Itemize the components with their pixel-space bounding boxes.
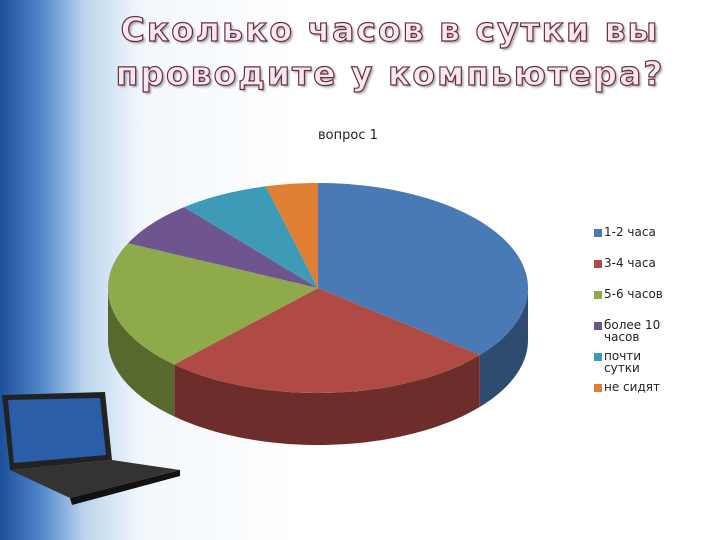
legend-item: более 10 часов xyxy=(594,319,674,350)
pie-slice xyxy=(127,207,318,288)
pie-wall xyxy=(108,288,175,417)
laptop-icon xyxy=(2,392,180,505)
title-line: проводите у компьютера? xyxy=(115,53,665,93)
legend-label: более 10 часов xyxy=(604,318,661,344)
legend-label: не сидят xyxy=(604,380,660,394)
legend-item: почти сутки xyxy=(594,350,674,381)
pie-wall xyxy=(174,354,480,445)
legend-label: почти сутки xyxy=(604,349,642,375)
pie-slice xyxy=(174,288,480,393)
pie-slice xyxy=(265,183,318,288)
pie-slice xyxy=(318,183,528,355)
chart-title: вопрос 1 xyxy=(318,128,378,143)
pie-slice xyxy=(184,186,318,288)
pie-slice xyxy=(108,243,318,365)
legend-label: 3-4 часа xyxy=(604,256,656,270)
legend-swatch xyxy=(594,353,602,361)
legend-swatch xyxy=(594,229,602,237)
legend-swatch xyxy=(594,384,602,392)
title-line: Сколько часов в сутки вы xyxy=(120,9,660,49)
legend-item: 5-6 часов xyxy=(594,288,674,319)
legend-item: 3-4 часа xyxy=(594,257,674,288)
legend-item: не сидят xyxy=(594,381,674,412)
legend-swatch xyxy=(594,260,602,268)
legend-label: 5-6 часов xyxy=(604,287,663,301)
pie-wall xyxy=(479,288,528,407)
legend-swatch xyxy=(594,291,602,299)
legend-swatch xyxy=(594,322,602,330)
legend: 1-2 часа 3-4 часа 5-6 часов более 10 часов п… xyxy=(594,226,674,412)
legend-item: 1-2 часа xyxy=(594,226,674,257)
legend-label: 1-2 часа xyxy=(604,225,656,239)
